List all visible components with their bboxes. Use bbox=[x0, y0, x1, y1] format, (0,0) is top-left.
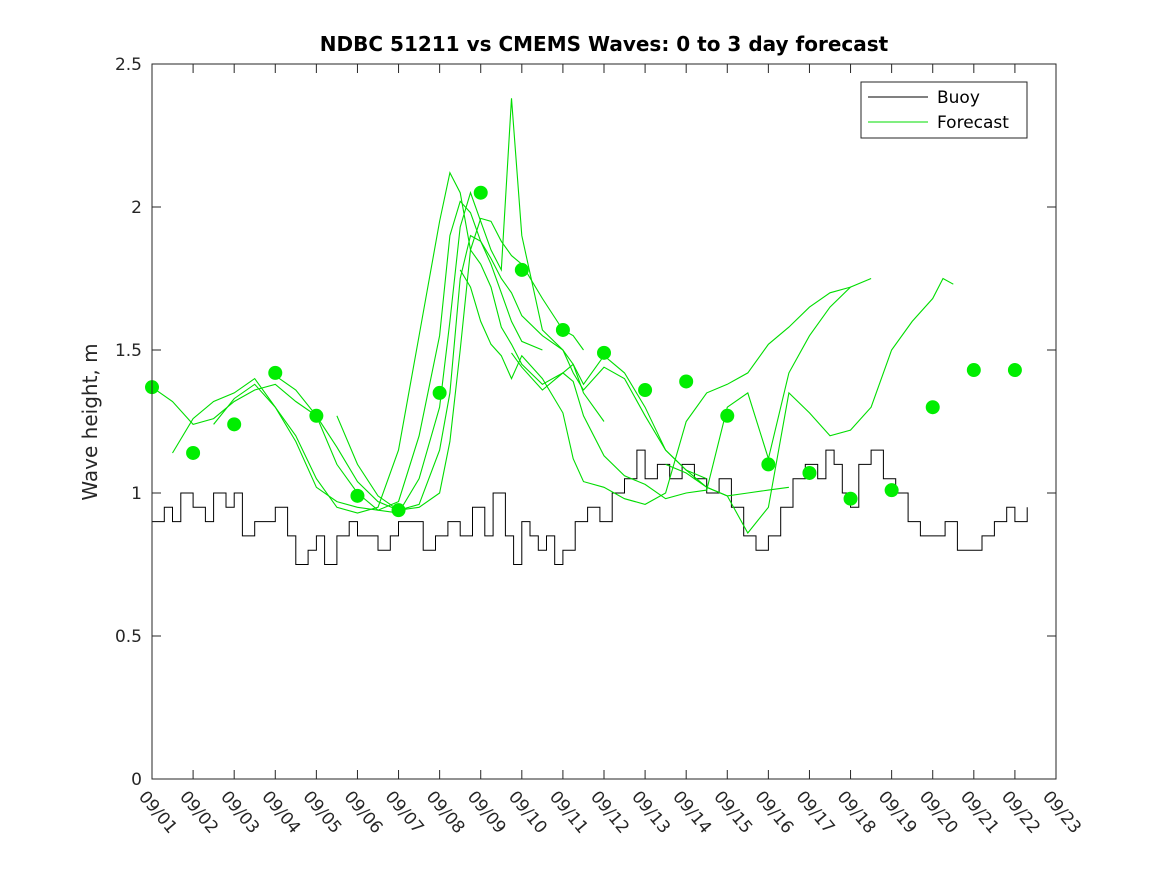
forecast-point-marker bbox=[309, 408, 324, 423]
x-tick-label: 09/13 bbox=[627, 787, 674, 837]
buoy-series-line bbox=[152, 449, 1028, 565]
x-tick-label: 09/14 bbox=[668, 787, 715, 837]
y-tick-label: 2.5 bbox=[115, 55, 142, 75]
forecast-series-line bbox=[274, 98, 707, 514]
series-layer bbox=[151, 98, 1028, 565]
forecast-point-marker bbox=[597, 345, 611, 360]
x-tick-label: 09/09 bbox=[463, 787, 510, 837]
forecast-series-line bbox=[151, 217, 584, 511]
forecast-point-marker bbox=[720, 408, 735, 423]
forecast-series-line bbox=[459, 269, 851, 505]
forecast-series-line bbox=[511, 277, 872, 500]
marker-layer bbox=[145, 185, 1022, 518]
x-tick-label: 09/02 bbox=[175, 787, 222, 837]
x-tick-label: 09/08 bbox=[422, 787, 469, 837]
x-tick-label: 09/19 bbox=[874, 787, 921, 837]
y-tick-label: 1 bbox=[131, 484, 142, 504]
forecast-point-marker bbox=[514, 262, 529, 277]
forecast-series-line bbox=[665, 277, 954, 534]
y-tick-label: 0.5 bbox=[115, 627, 142, 647]
x-tick-label: 09/16 bbox=[751, 787, 798, 837]
forecast-point-marker bbox=[802, 465, 817, 480]
forecast-point-marker bbox=[966, 363, 981, 378]
x-tick-label: 09/07 bbox=[381, 787, 428, 837]
forecast-point-marker bbox=[679, 374, 694, 389]
chart-title: NDBC 51211 vs CMEMS Waves: 0 to 3 day fo… bbox=[320, 32, 889, 56]
forecast-point-marker bbox=[391, 503, 406, 518]
forecast-point-marker bbox=[1007, 363, 1022, 378]
forecast-series-line bbox=[336, 234, 789, 511]
x-tick-label: 09/01 bbox=[134, 787, 181, 837]
legend-box bbox=[860, 81, 1028, 139]
y-tick-label: 1.5 bbox=[115, 341, 142, 361]
y-tick-label: 2 bbox=[131, 198, 142, 218]
forecast-point-marker bbox=[761, 457, 776, 472]
legend-buoy-label: Buoy bbox=[937, 88, 980, 108]
forecast-point-marker bbox=[227, 417, 242, 432]
forecast-series-line bbox=[172, 200, 543, 511]
forecast-series-line bbox=[213, 171, 605, 514]
forecast-point-marker bbox=[186, 445, 201, 460]
forecast-point-marker bbox=[925, 400, 940, 415]
x-tick-label: 09/03 bbox=[216, 787, 263, 837]
forecast-point-marker bbox=[843, 491, 858, 506]
legend-forecast-label: Forecast bbox=[937, 113, 1009, 133]
y-tick-label: 0 bbox=[131, 770, 142, 790]
x-tick-label: 09/10 bbox=[504, 787, 551, 837]
forecast-point-marker bbox=[555, 322, 570, 337]
x-tick-label: 09/17 bbox=[792, 787, 839, 837]
x-tick-label: 09/18 bbox=[833, 787, 880, 837]
y-axis-label: Wave height, m bbox=[78, 343, 102, 500]
forecast-point-marker bbox=[473, 185, 488, 200]
x-tick-label: 09/12 bbox=[586, 787, 633, 837]
forecast-point-marker bbox=[268, 365, 283, 380]
forecast-point-marker bbox=[350, 488, 365, 503]
forecast-point-marker bbox=[638, 383, 653, 398]
x-tick-label: 09/20 bbox=[915, 787, 962, 837]
x-tick-label: 09/11 bbox=[545, 787, 592, 837]
x-tick-label: 09/23 bbox=[1038, 787, 1085, 837]
x-tick-label: 09/21 bbox=[956, 787, 1003, 837]
x-tick-label: 09/15 bbox=[709, 787, 756, 837]
forecast-point-marker bbox=[884, 483, 899, 498]
forecast-point-marker bbox=[432, 385, 447, 400]
legend: Buoy Forecast bbox=[860, 81, 1028, 139]
y-axis: 0 0.5 1 1.5 2 2.5 bbox=[115, 55, 1056, 790]
x-tick-label: 09/22 bbox=[997, 787, 1044, 837]
x-tick-label: 09/04 bbox=[257, 787, 304, 837]
x-tick-label: 09/06 bbox=[340, 787, 387, 837]
x-tick-label: 09/05 bbox=[299, 787, 346, 837]
